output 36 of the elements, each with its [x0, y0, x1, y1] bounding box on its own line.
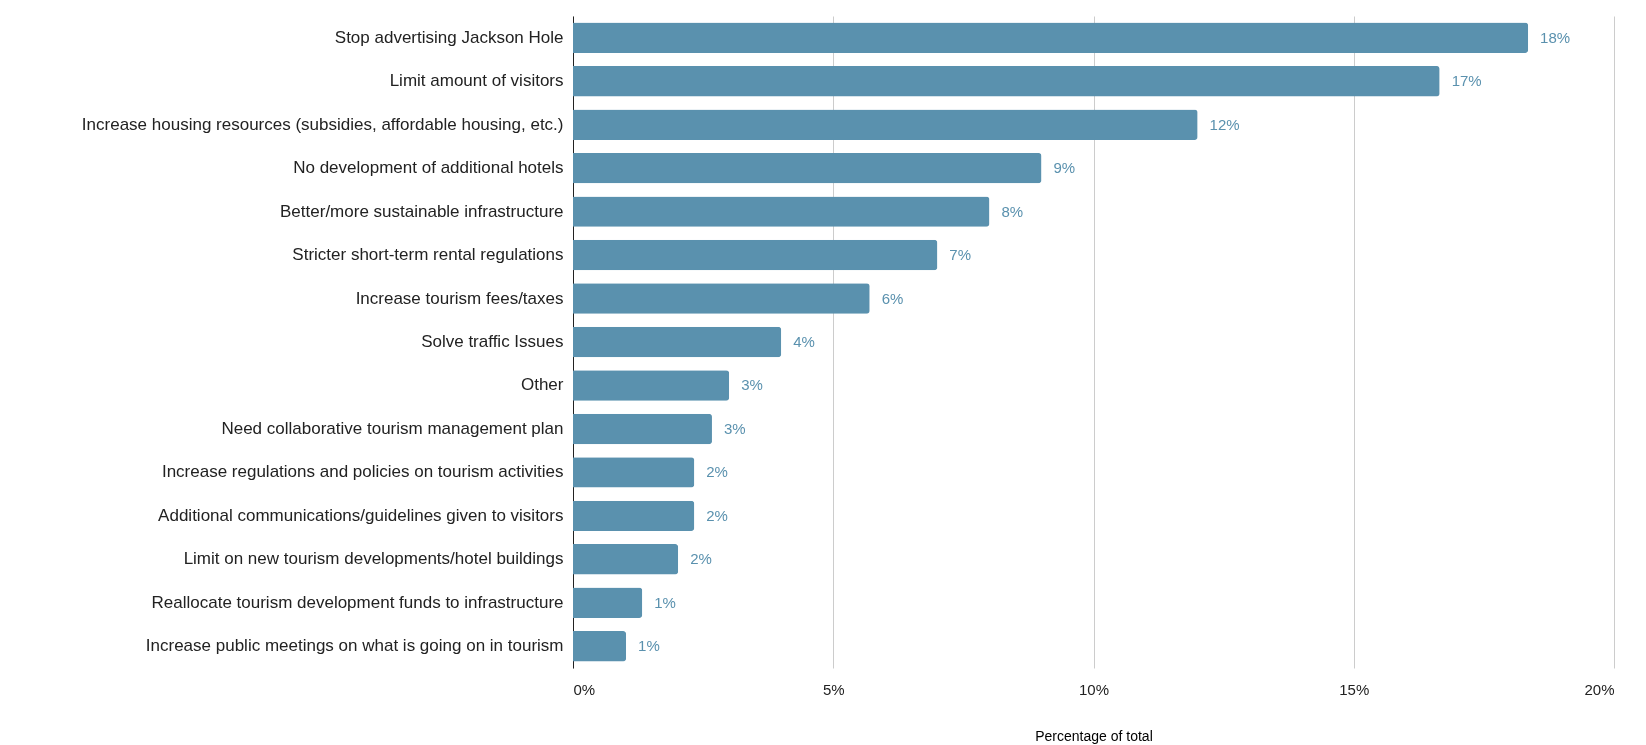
data-label: 12%	[1209, 115, 1240, 133]
data-label: 6%	[881, 289, 904, 307]
y-tick-label: Stricter short-term rental regulations	[292, 245, 564, 265]
y-tick-label: Better/more sustainable infrastructure	[280, 201, 564, 221]
data-label: 18%	[1540, 28, 1571, 46]
y-tick-label: Need collaborative tourism management plan	[221, 418, 564, 438]
y-tick-label: Additional communications/guidelines given to visitors	[158, 505, 564, 525]
x-tick-label: 10%	[1078, 680, 1110, 698]
x-axis-title: Percentage of total	[1035, 727, 1153, 744]
y-tick-label: Other	[520, 375, 564, 395]
data-label: 3%	[723, 419, 746, 437]
data-label: 7%	[949, 246, 972, 264]
x-tick-label: 5%	[822, 680, 845, 698]
data-label: 2%	[690, 550, 712, 568]
data-label: 2%	[706, 463, 728, 481]
data-label: 2%	[706, 506, 728, 524]
data-label: 17%	[1451, 72, 1482, 90]
y-tick-label: Increase public meetings on what is going on in tourism	[145, 636, 564, 656]
data-label: 3%	[741, 376, 763, 394]
data-label: 1%	[638, 637, 660, 655]
y-tick-label: Stop advertising Jackson Hole	[334, 27, 564, 47]
x-tick-label: 20%	[1584, 680, 1615, 698]
y-tick-label: Increase tourism fees/taxes	[355, 288, 564, 308]
y-tick-label: Increase housing resources (subsidies, affordable housing, etc.)	[81, 114, 564, 134]
x-tick-label: 0%	[573, 680, 596, 698]
data-label: 9%	[1053, 159, 1076, 177]
y-tick-label: Limit on new tourism developments/hotel buildings	[183, 549, 564, 569]
y-tick-label: No development of additional hotels	[293, 158, 564, 178]
y-tick-label: Limit amount of visitors	[389, 71, 564, 91]
y-tick-label: Increase regulations and policies on tourism activities	[161, 462, 564, 482]
x-tick-label: 15%	[1339, 680, 1370, 698]
y-tick-label: Reallocate tourism development funds to infrastructure	[151, 592, 564, 612]
y-tick-label: Solve traffic Issues	[421, 332, 564, 351]
data-label: 4%	[793, 333, 815, 350]
data-label: 1%	[654, 593, 676, 611]
data-label: 8%	[1001, 202, 1024, 220]
